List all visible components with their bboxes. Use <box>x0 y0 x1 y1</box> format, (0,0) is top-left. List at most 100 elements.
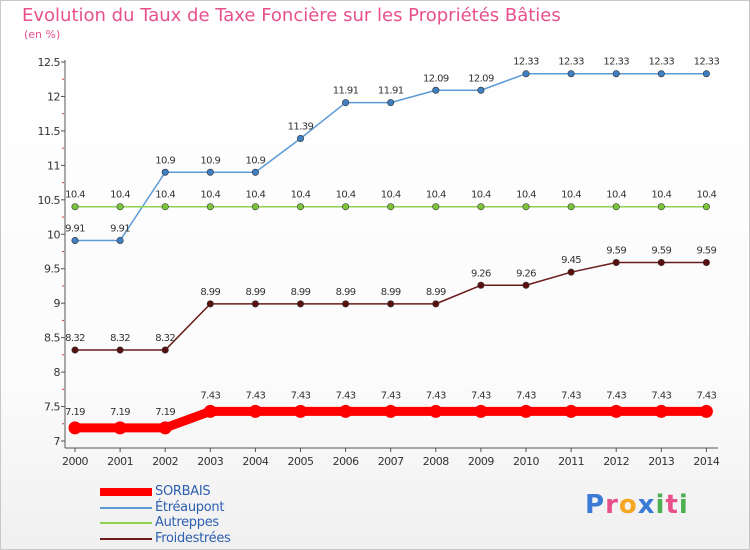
data-label-etreaupont: 12.33 <box>694 57 720 68</box>
data-label-etreaupont: 9.91 <box>110 223 130 234</box>
data-point-etreaupont <box>657 70 665 78</box>
data-point-sorbais <box>699 404 713 418</box>
data-label-sorbais: 7.43 <box>471 390 491 401</box>
data-point-autreppes <box>71 203 79 211</box>
x-tick-label: 2013 <box>648 455 674 468</box>
data-point-autreppes <box>477 203 485 211</box>
data-point-autreppes <box>116 203 124 211</box>
data-point-autreppes <box>387 203 395 211</box>
data-label-autreppes: 10.4 <box>381 190 401 201</box>
data-point-froidestrees <box>71 346 79 354</box>
data-label-etreaupont: 12.33 <box>648 57 674 68</box>
logo-letter: i <box>678 490 689 520</box>
data-point-froidestrees <box>387 300 395 308</box>
logo-letter: P <box>585 490 606 520</box>
data-point-froidestrees <box>657 259 665 267</box>
unit-label: (en %) <box>24 28 61 41</box>
x-tick-label: 2005 <box>288 455 314 468</box>
data-point-froidestrees <box>567 268 575 276</box>
data-point-froidestrees <box>522 281 530 289</box>
legend-item-autreppes: Autreppes <box>100 515 320 531</box>
data-point-sorbais <box>474 404 488 418</box>
data-point-sorbais <box>113 421 127 435</box>
legend-swatch-autreppes <box>100 522 152 524</box>
data-point-autreppes <box>296 203 304 211</box>
data-point-etreaupont <box>296 134 304 142</box>
data-label-autreppes: 10.4 <box>516 190 536 201</box>
y-tick-label: 11 <box>47 159 60 172</box>
data-label-etreaupont: 11.91 <box>333 86 359 97</box>
x-tick-label: 2009 <box>468 455 494 468</box>
data-label-autreppes: 10.4 <box>200 190 220 201</box>
x-tick-label: 2012 <box>603 455 629 468</box>
data-point-etreaupont <box>477 86 485 94</box>
x-tick-label: 2011 <box>558 455 584 468</box>
data-label-sorbais: 7.43 <box>381 390 401 401</box>
data-label-froidestrees: 8.32 <box>110 333 130 344</box>
data-label-sorbais: 7.43 <box>651 390 671 401</box>
data-label-etreaupont: 11.39 <box>288 121 314 132</box>
legend-label-autreppes: Autreppes <box>155 515 219 530</box>
y-tick-label: 11.5 <box>38 125 61 138</box>
data-label-autreppes: 10.4 <box>426 190 446 201</box>
data-point-etreaupont <box>612 70 620 78</box>
y-tick-label: 8.5 <box>44 332 60 345</box>
x-tick-label: 2002 <box>152 455 178 468</box>
data-label-froidestrees: 9.26 <box>471 268 491 279</box>
data-point-froidestrees <box>251 300 259 308</box>
y-tick-label: 7.5 <box>44 401 60 414</box>
data-point-froidestrees <box>296 300 304 308</box>
legend-swatch-froidestrees <box>100 538 152 540</box>
logo-letter: i <box>655 490 666 520</box>
legend-swatch-etreaupont <box>100 507 152 509</box>
data-point-sorbais <box>384 404 398 418</box>
data-point-sorbais <box>564 404 578 418</box>
data-label-etreaupont: 12.33 <box>603 57 629 68</box>
data-label-froidestrees: 8.32 <box>155 333 175 344</box>
data-label-sorbais: 7.43 <box>245 390 265 401</box>
data-point-froidestrees <box>206 300 214 308</box>
data-label-froidestrees: 9.59 <box>696 246 716 257</box>
data-label-sorbais: 7.19 <box>110 407 130 418</box>
data-point-froidestrees <box>116 346 124 354</box>
data-point-autreppes <box>432 203 440 211</box>
data-label-sorbais: 7.43 <box>516 390 536 401</box>
data-point-sorbais <box>203 404 217 418</box>
x-tick-label: 2014 <box>693 455 719 468</box>
data-label-froidestrees: 9.45 <box>561 255 581 266</box>
legend-item-sorbais: SORBAIS <box>100 484 320 500</box>
data-point-etreaupont <box>251 168 259 176</box>
y-tick-label: 8 <box>54 366 61 379</box>
legend-item-froidestrees: Froidestrées <box>100 531 320 547</box>
data-label-autreppes: 10.4 <box>471 190 491 201</box>
data-label-sorbais: 7.43 <box>426 390 446 401</box>
x-tick-label: 2007 <box>378 455 404 468</box>
data-label-etreaupont: 10.9 <box>200 155 220 166</box>
data-label-sorbais: 7.43 <box>336 390 356 401</box>
data-point-autreppes <box>612 203 620 211</box>
data-point-etreaupont <box>522 70 530 78</box>
y-tick-label: 9 <box>54 297 61 310</box>
data-label-autreppes: 10.4 <box>245 190 265 201</box>
data-label-froidestrees: 8.32 <box>65 333 85 344</box>
data-label-froidestrees: 9.26 <box>516 268 536 279</box>
logo-letter: o <box>618 490 638 520</box>
legend-swatch-sorbais <box>100 488 152 496</box>
data-label-autreppes: 10.4 <box>651 190 671 201</box>
data-point-autreppes <box>522 203 530 211</box>
legend-label-froidestrees: Froidestrées <box>155 531 231 546</box>
legend-label-etreaupont: Étréaupont <box>155 500 225 515</box>
data-label-autreppes: 10.4 <box>336 190 356 201</box>
data-label-etreaupont: 12.09 <box>468 73 494 84</box>
chart-title: Evolution du Taux de Taxe Foncière sur l… <box>22 5 561 26</box>
data-point-etreaupont <box>567 70 575 78</box>
data-point-sorbais <box>294 404 307 418</box>
data-point-etreaupont <box>387 99 395 107</box>
data-point-etreaupont <box>432 86 440 94</box>
data-point-autreppes <box>702 203 710 211</box>
logo-letter: x <box>637 490 656 520</box>
x-tick-label: 2001 <box>107 455 133 468</box>
data-label-sorbais: 7.43 <box>561 390 581 401</box>
data-point-etreaupont <box>206 168 214 176</box>
